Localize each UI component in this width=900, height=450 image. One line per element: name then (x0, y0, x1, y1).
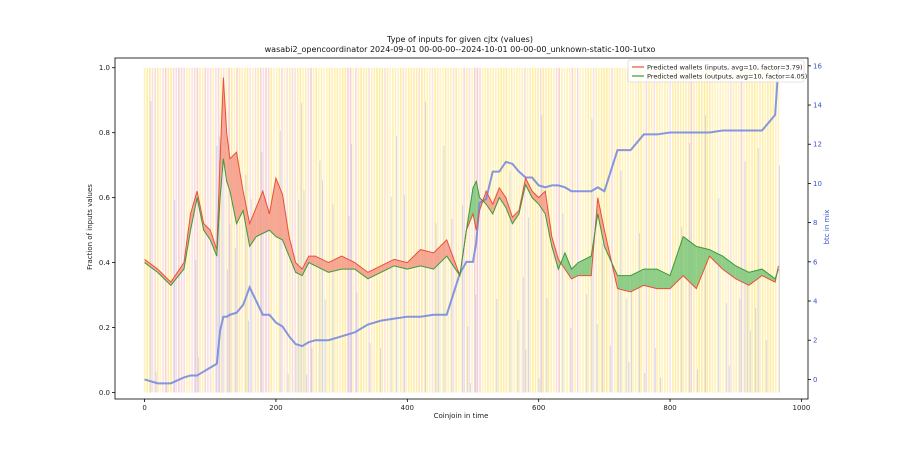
x-tick-label: 200 (269, 404, 282, 412)
y2-axis-label: btc in mix (823, 210, 831, 245)
difference-fill-segment (269, 178, 276, 237)
difference-fill-segment (302, 256, 309, 276)
difference-fill-segment (328, 256, 342, 273)
y2-tick-label: 2 (813, 337, 817, 345)
difference-fill-segment (472, 181, 477, 231)
y2-tick-label: 16 (813, 62, 822, 70)
y-tick-label: 0.0 (99, 389, 110, 397)
difference-fill-segment (407, 249, 421, 270)
difference-fill-segment (525, 178, 533, 198)
series-lines (144, 65, 780, 385)
difference-fill-segment (696, 246, 710, 289)
difference-fill-segment (505, 197, 513, 224)
difference-fill-segment (236, 152, 244, 224)
difference-fill-segment (308, 256, 316, 266)
y-tick-label: 0.2 (99, 324, 110, 332)
difference-fill-segment (670, 236, 684, 289)
difference-fill-segment (617, 275, 631, 292)
difference-fill-segment (571, 262, 579, 279)
y2-tick-label: 6 (813, 258, 818, 266)
legend-entry: Predicted wallets (inputs, avg=10, facto… (647, 63, 803, 71)
difference-fill-segment (262, 191, 270, 234)
y-tick-label: 0.4 (99, 259, 111, 267)
x-tick-label: 800 (663, 404, 676, 412)
difference-fill-segment (256, 191, 263, 237)
difference-fill-segment (643, 269, 657, 289)
background-stripes (143, 67, 780, 393)
x-tick-label: 400 (401, 404, 414, 412)
chart-title: Type of inputs for given cjtx (values) (386, 35, 533, 44)
difference-fill-segment (315, 256, 329, 273)
difference-fill-segment (532, 191, 539, 205)
difference-fill-segment (210, 230, 217, 257)
difference-fill-segment (249, 207, 257, 247)
difference-fill-segment (354, 262, 368, 279)
difference-fill-segment (630, 269, 644, 292)
difference-fill-segment (275, 178, 283, 240)
difference-fill-segment (229, 152, 237, 224)
difference-fill-segment (683, 236, 697, 289)
difference-fill-segment (476, 181, 480, 231)
difference-fill-segment (394, 259, 408, 270)
difference-fill-segment (367, 265, 382, 279)
plot-frame (114, 57, 809, 400)
series-line-outputs (144, 158, 779, 287)
difference-fill-segment (722, 256, 736, 279)
legend-box (627, 59, 805, 83)
difference-fill-segment (223, 77, 227, 182)
y2-tick-label: 12 (813, 141, 822, 149)
difference-fill-segment (243, 191, 250, 247)
x-axis-label: Coinjoin in time (434, 412, 489, 420)
difference-fill-segment (433, 239, 447, 270)
difference-fill-segment (144, 259, 158, 273)
x-tick-label: 0 (142, 404, 146, 412)
difference-fill-segment (597, 197, 605, 247)
difference-fill-segment (748, 269, 763, 286)
difference-fill-segment (282, 194, 290, 257)
y-tick-label: 0.8 (99, 129, 110, 137)
difference-fill-segment (499, 187, 506, 208)
difference-fill-segment (420, 249, 434, 270)
legend-entry: Predicted wallets (outputs, avg=10, fact… (647, 72, 807, 80)
y2-tick-label: 8 (813, 219, 817, 227)
chart-subtitle: wasabi2_opencoordinator 2024-09-01 00-00… (265, 45, 656, 54)
y2-tick-label: 0 (813, 376, 817, 384)
difference-fill-segment (157, 269, 171, 286)
difference-fill-segment (486, 191, 493, 214)
difference-fill-segment (289, 236, 296, 273)
difference-fill-segment (551, 236, 559, 270)
y-tick-label: 1.0 (99, 64, 110, 72)
x-tick-label: 600 (532, 404, 545, 412)
difference-fill-segment (762, 269, 776, 283)
y2-tick-label: 14 (813, 102, 822, 110)
difference-fill-segment (295, 262, 303, 276)
y2-tick-label: 4 (813, 298, 818, 306)
legend: Predicted wallets (inputs, avg=10, facto… (627, 59, 807, 83)
difference-fill-segment (341, 256, 355, 270)
difference-fill-segment (381, 259, 395, 273)
difference-fill-segment (203, 223, 211, 240)
difference-fill-segment (564, 252, 572, 279)
difference-fill-segment (492, 187, 500, 214)
axes: 0 200 400 600 800 1000 0.0 0.2 0.4 0.6 0.8 1.0 0 2 4 6 8… (99, 57, 822, 412)
difference-fill-segment (538, 191, 546, 214)
y-axis-label: Fraction of inputs values (86, 184, 94, 270)
y-tick-label: 0.6 (99, 194, 111, 202)
x-tick-label: 1000 (793, 404, 811, 412)
y2-tick-label: 10 (813, 180, 822, 188)
difference-fill-segment (226, 132, 230, 192)
